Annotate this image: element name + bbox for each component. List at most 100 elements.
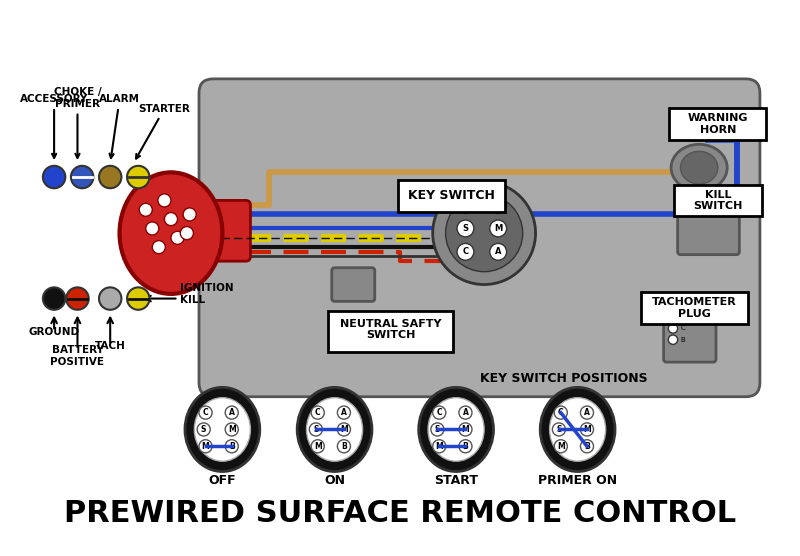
Circle shape bbox=[338, 440, 350, 453]
Circle shape bbox=[668, 324, 678, 333]
Circle shape bbox=[433, 182, 535, 285]
Circle shape bbox=[225, 423, 238, 436]
Circle shape bbox=[171, 231, 184, 244]
Ellipse shape bbox=[119, 172, 222, 294]
Circle shape bbox=[139, 203, 152, 216]
Text: A: A bbox=[681, 314, 686, 320]
Text: C: C bbox=[558, 408, 564, 417]
Circle shape bbox=[311, 406, 324, 419]
Text: M: M bbox=[314, 442, 322, 451]
Circle shape bbox=[199, 440, 212, 453]
Circle shape bbox=[554, 406, 567, 419]
Text: C: C bbox=[202, 408, 208, 417]
Text: M: M bbox=[494, 224, 502, 233]
Text: ON: ON bbox=[324, 474, 345, 488]
Text: B: B bbox=[341, 442, 346, 451]
Text: S: S bbox=[556, 425, 562, 434]
Circle shape bbox=[457, 197, 474, 214]
Text: KEY SWITCH: KEY SWITCH bbox=[408, 189, 495, 202]
Text: M: M bbox=[462, 201, 470, 210]
Circle shape bbox=[581, 423, 594, 436]
FancyBboxPatch shape bbox=[328, 311, 454, 352]
Circle shape bbox=[225, 440, 238, 453]
Text: M: M bbox=[202, 442, 210, 451]
Circle shape bbox=[552, 423, 566, 436]
Circle shape bbox=[180, 227, 194, 240]
Circle shape bbox=[338, 423, 350, 436]
Ellipse shape bbox=[306, 398, 362, 461]
Text: A: A bbox=[341, 408, 347, 417]
Text: STARTER: STARTER bbox=[136, 103, 190, 158]
Circle shape bbox=[158, 194, 171, 207]
Circle shape bbox=[459, 423, 472, 436]
Ellipse shape bbox=[550, 398, 606, 461]
Circle shape bbox=[490, 197, 506, 214]
Text: S: S bbox=[434, 425, 440, 434]
Text: S: S bbox=[462, 224, 469, 233]
Text: A: A bbox=[495, 247, 502, 256]
Circle shape bbox=[310, 423, 322, 436]
Text: IGNITION
KILL: IGNITION KILL bbox=[180, 283, 234, 305]
Text: B: B bbox=[495, 201, 502, 210]
Circle shape bbox=[668, 335, 678, 344]
Text: A: A bbox=[584, 408, 590, 417]
Ellipse shape bbox=[540, 388, 615, 471]
FancyBboxPatch shape bbox=[199, 79, 760, 397]
Circle shape bbox=[197, 423, 210, 436]
Circle shape bbox=[99, 287, 122, 310]
Circle shape bbox=[433, 440, 446, 453]
Circle shape bbox=[490, 220, 506, 237]
Ellipse shape bbox=[185, 388, 260, 471]
Text: B: B bbox=[681, 337, 686, 342]
Text: S: S bbox=[313, 425, 318, 434]
Ellipse shape bbox=[428, 398, 484, 461]
Text: KILL
SWITCH: KILL SWITCH bbox=[693, 190, 742, 211]
Text: BATTERY
POSITIVE: BATTERY POSITIVE bbox=[50, 345, 105, 367]
Circle shape bbox=[311, 440, 324, 453]
Text: PREWIRED SURFACE REMOTE CONTROL: PREWIRED SURFACE REMOTE CONTROL bbox=[64, 499, 736, 528]
Text: A: A bbox=[229, 408, 234, 417]
FancyBboxPatch shape bbox=[398, 180, 505, 212]
Text: B: B bbox=[462, 442, 468, 451]
Circle shape bbox=[490, 244, 506, 260]
Text: M: M bbox=[435, 442, 443, 451]
Circle shape bbox=[152, 241, 166, 254]
FancyBboxPatch shape bbox=[641, 292, 748, 324]
Text: TACH: TACH bbox=[94, 341, 126, 351]
Ellipse shape bbox=[418, 388, 494, 471]
Circle shape bbox=[183, 208, 196, 221]
Text: C: C bbox=[681, 325, 686, 331]
Text: M: M bbox=[557, 442, 565, 451]
Text: WARNING
HORN: WARNING HORN bbox=[687, 113, 748, 135]
FancyBboxPatch shape bbox=[332, 268, 374, 301]
Ellipse shape bbox=[681, 151, 718, 184]
Text: B: B bbox=[584, 442, 590, 451]
Text: PRIMER ON: PRIMER ON bbox=[538, 474, 617, 488]
Circle shape bbox=[199, 406, 212, 419]
Circle shape bbox=[66, 287, 89, 310]
Circle shape bbox=[459, 406, 472, 419]
Circle shape bbox=[43, 287, 66, 310]
FancyBboxPatch shape bbox=[166, 200, 250, 261]
Circle shape bbox=[433, 406, 446, 419]
Ellipse shape bbox=[194, 398, 250, 461]
Text: M: M bbox=[228, 425, 236, 434]
Text: START: START bbox=[434, 474, 478, 488]
Circle shape bbox=[446, 195, 522, 272]
Text: M: M bbox=[462, 425, 470, 434]
Circle shape bbox=[127, 287, 150, 310]
Text: TACHOMETER
PLUG: TACHOMETER PLUG bbox=[652, 297, 737, 319]
Text: NEUTRAL SAFTY
SWITCH: NEUTRAL SAFTY SWITCH bbox=[340, 319, 442, 340]
Circle shape bbox=[431, 423, 444, 436]
FancyBboxPatch shape bbox=[664, 305, 716, 362]
Circle shape bbox=[99, 166, 122, 188]
Circle shape bbox=[457, 220, 474, 237]
Circle shape bbox=[71, 166, 94, 188]
Text: ALARM: ALARM bbox=[99, 95, 140, 158]
FancyBboxPatch shape bbox=[678, 212, 739, 255]
Text: GROUND: GROUND bbox=[29, 326, 80, 336]
Ellipse shape bbox=[671, 145, 727, 191]
Text: M: M bbox=[583, 425, 591, 434]
Circle shape bbox=[457, 244, 474, 260]
Circle shape bbox=[127, 166, 150, 188]
